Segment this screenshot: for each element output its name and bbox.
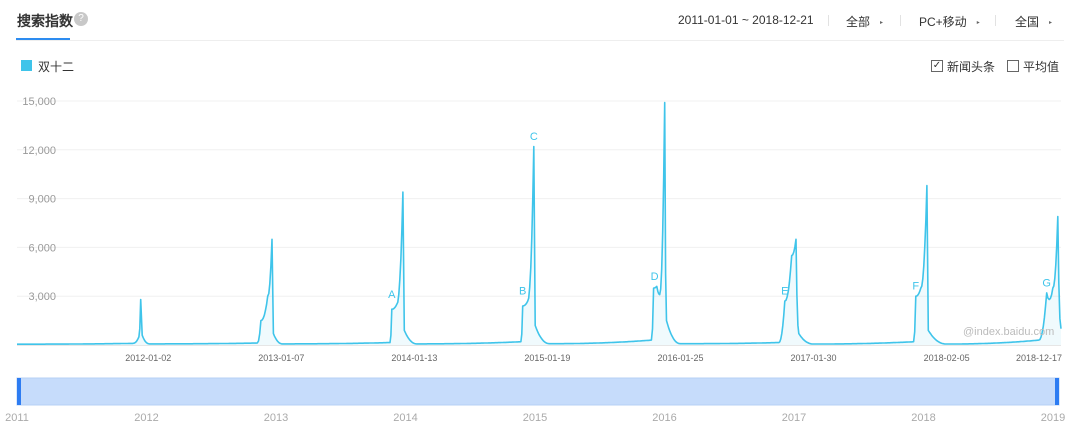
watermark: @index.baidu.com: [963, 326, 1055, 338]
annotation-label: E: [781, 286, 788, 298]
average-checkbox[interactable]: [1007, 60, 1019, 72]
y-tick-label: 9,000: [28, 194, 56, 206]
active-tab-indicator: [16, 38, 70, 40]
source-filter-dropdown[interactable]: 全部 ▸: [846, 13, 883, 30]
device-filter-dropdown[interactable]: PC+移动 ▸: [919, 13, 980, 30]
navigator-handle-left: [17, 378, 21, 405]
help-icon[interactable]: ?: [74, 12, 88, 26]
x-tick-label: 2014-01-13: [391, 353, 437, 363]
header-divider: [16, 40, 1064, 41]
x-tick-label: 2018-02-05: [924, 353, 970, 363]
navigator-selection: [16, 377, 1060, 406]
y-tick-label: 12,000: [22, 145, 56, 157]
x-tick-label: 2015-01-19: [524, 353, 570, 363]
annotation-label: C: [530, 131, 538, 143]
average-checkbox-label[interactable]: 平均值: [1023, 60, 1060, 74]
navigator-handle-right: [1055, 378, 1059, 405]
legend-series-label[interactable]: 双十二: [38, 60, 75, 74]
date-range-picker[interactable]: 2011-01-01 ~ 2018-12-21: [678, 13, 814, 27]
navigator-year-label: 2018: [911, 412, 935, 424]
y-tick-label: 15,000: [22, 96, 56, 108]
y-tick-label: 3,000: [28, 291, 56, 303]
region-filter-dropdown[interactable]: 全国 ▸: [1015, 13, 1052, 30]
navigator-year-label: 2019: [1041, 412, 1065, 424]
navigator-year-label: 2017: [782, 412, 806, 424]
region-filter-label: 全国: [1015, 15, 1040, 29]
news-checkbox-label[interactable]: 新闻头条: [947, 60, 996, 74]
navigator-year-label: 2012: [134, 412, 158, 424]
y-tick-label: 6,000: [28, 242, 56, 254]
x-tick-label: 2013-01-07: [258, 353, 304, 363]
news-checkbox[interactable]: ✓: [931, 60, 943, 72]
annotation-label: B: [519, 286, 526, 298]
navigator-year-label: 2014: [393, 412, 417, 424]
navigator-year-label: 2015: [523, 412, 547, 424]
legend-swatch[interactable]: [21, 60, 32, 71]
navigator-year-label: 2013: [264, 412, 288, 424]
annotation-label: F: [912, 281, 919, 293]
page-title[interactable]: 搜索指数: [17, 13, 73, 29]
x-tick-label: 2012-01-02: [125, 353, 171, 363]
annotation-label: G: [1042, 277, 1051, 289]
filter-divider: [900, 15, 901, 26]
series-line: [17, 101, 1062, 345]
filter-divider: [995, 15, 996, 26]
x-tick-label: 2016-01-25: [657, 353, 703, 363]
series-area: [17, 102, 1061, 345]
navigator-year-label: 2011: [5, 412, 29, 424]
x-tick-label: 2017-01-30: [791, 353, 837, 363]
x-tick-label: 2018-12-17: [1016, 353, 1062, 363]
chevron-right-icon: ▸: [1049, 20, 1053, 27]
annotation-label: A: [388, 289, 396, 301]
source-filter-label: 全部: [846, 15, 871, 29]
annotation-label: D: [651, 271, 659, 283]
filter-divider: [828, 15, 829, 26]
device-filter-label: PC+移动: [919, 15, 967, 29]
chevron-right-icon: ▸: [880, 20, 884, 27]
chevron-right-icon: ▸: [976, 20, 980, 27]
navigator-year-label: 2016: [652, 412, 676, 424]
